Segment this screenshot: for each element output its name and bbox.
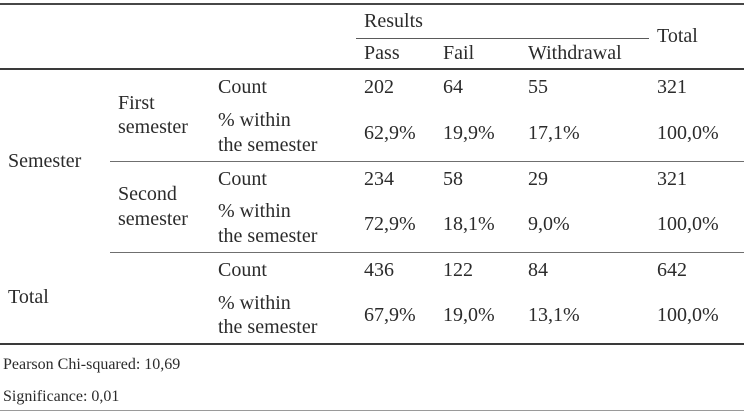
header-row-categories: Pass Fail Withdrawal — [0, 38, 744, 69]
pearson-chi-squared-note: Pearson Chi-squared: 10,69 — [3, 356, 181, 373]
percent-measure-label: % within the semester — [218, 200, 318, 247]
withdrawal-column-header: Withdrawal — [528, 42, 622, 65]
cell-first-percent-total: 100,0% — [657, 121, 719, 144]
cell-total-count-fail: 122 — [435, 251, 521, 287]
row-second-semester-percent: % within the semester 72,9% 18,1% 9,0% 1… — [0, 196, 744, 252]
cell-first-percent-withdrawal: 17,1% — [528, 121, 580, 144]
total-sublabel-spacer — [110, 251, 210, 344]
first-semester-label: First semester — [118, 91, 188, 139]
cell-first-percent-pass: 62,9% — [364, 121, 416, 144]
count-measure-label: Count — [210, 160, 357, 196]
cell-second-percent-total: 100,0% — [657, 212, 719, 235]
table-body: Semester First semester Count 202 64 55 … — [0, 69, 744, 344]
cell-total-percent-pass: 67,9% — [364, 303, 416, 326]
significance-note: Significance: 0,01 — [3, 388, 120, 405]
cell-total-percent-withdrawal: 13,1% — [528, 303, 580, 326]
footer-bottom-rule — [0, 410, 744, 411]
cell-second-percent-fail: 18,1% — [443, 212, 495, 235]
results-group-header: Results — [356, 4, 650, 39]
semester-group-label: Semester — [8, 149, 82, 172]
count-measure-label: Count — [210, 251, 357, 287]
row-total-percent: % within the semester 67,9% 19,0% 13,1% … — [0, 287, 744, 344]
header-spacer-2 — [0, 38, 356, 69]
header-row-results: Results Total — [0, 4, 744, 47]
cell-second-count-fail: 58 — [435, 160, 521, 196]
percent-measure-label: % within the semester — [218, 291, 318, 338]
header-spacer — [0, 4, 356, 38]
cell-total-count-withdrawal: 84 — [520, 251, 650, 287]
cell-second-count-total: 321 — [649, 160, 744, 196]
cell-first-count-fail: 64 — [443, 76, 464, 99]
row-first-semester-percent: % within the semester 62,9% 19,9% 17,1% … — [0, 105, 744, 161]
cell-total-count-pass: 436 — [356, 251, 436, 287]
crosstab-table: Results Total Pass Fail Withdrawal Semes… — [0, 3, 744, 345]
cell-total-percent-fail: 19,0% — [443, 303, 495, 326]
row-first-semester-count: Semester First semester Count 202 64 55 … — [0, 69, 744, 172]
count-measure-label: Count — [218, 76, 267, 99]
cell-first-count-withdrawal: 55 — [528, 76, 549, 99]
cell-first-percent-fail: 19,9% — [443, 121, 495, 144]
table-footnotes: Pearson Chi-squared: 10,69 Significance:… — [0, 345, 744, 406]
cell-first-count-pass: 202 — [364, 76, 395, 99]
cell-second-percent-pass: 72,9% — [364, 212, 416, 235]
cell-second-count-withdrawal: 29 — [520, 160, 650, 196]
fail-column-header: Fail — [443, 42, 475, 65]
table-header: Results Total Pass Fail Withdrawal — [0, 4, 744, 69]
total-group-label: Total — [8, 286, 49, 309]
row-second-semester-count: Second semester Count 234 58 29 321 — [0, 160, 744, 252]
cell-second-percent-withdrawal: 9,0% — [528, 212, 570, 235]
pass-column-header: Pass — [364, 42, 400, 65]
cell-total-percent-total: 100,0% — [657, 303, 719, 326]
cell-second-count-pass: 234 — [356, 160, 436, 196]
percent-measure-label: % within the semester — [218, 109, 318, 156]
cell-total-count-total: 642 — [649, 251, 744, 287]
second-semester-label: Second semester — [110, 160, 210, 252]
row-total-count: Total Count 436 122 84 642 — [0, 251, 744, 344]
total-column-header: Total — [657, 25, 698, 48]
cell-first-count-total: 321 — [657, 76, 688, 99]
